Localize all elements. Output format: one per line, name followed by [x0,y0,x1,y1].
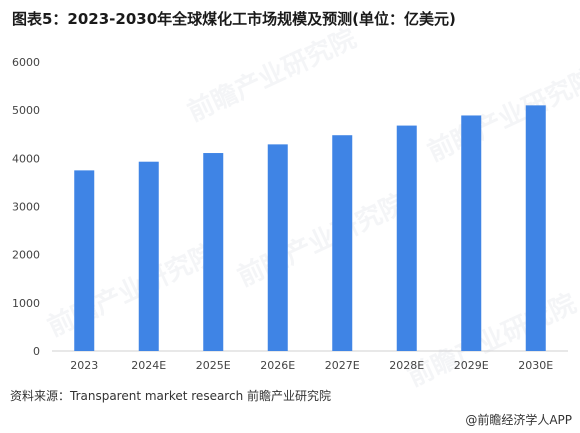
bar [203,153,224,351]
x-tick-label: 2027E [325,359,360,372]
x-tick-label: 2030E [518,359,553,372]
y-tick-label: 4000 [12,152,40,165]
x-tick-label: 2029E [454,359,489,372]
bar [267,144,288,351]
y-tick-label: 2000 [12,249,40,262]
bar [332,135,353,351]
bar [396,125,417,351]
y-tick-label: 3000 [12,201,40,214]
x-tick-label: 2028E [389,359,424,372]
bar [461,115,482,351]
x-tick-label: 2024E [131,359,166,372]
bar [74,170,95,351]
source-note: 资料来源：Transparent market research 前瞻产业研究院 [10,389,331,403]
y-tick-label: 5000 [12,104,40,117]
x-tick-label: 2025E [196,359,231,372]
chart-title: 图表5：2023-2030年全球煤化工市场规模及预测(单位：亿美元) [12,10,456,28]
y-tick-label: 1000 [12,297,40,310]
x-tick-label: 2026E [260,359,295,372]
y-tick-label: 0 [33,345,40,358]
bar [138,161,159,351]
bar [525,105,546,351]
y-tick-label: 6000 [12,56,40,69]
brand-label: @前瞻经济学人APP [465,413,572,427]
x-tick-label: 2023 [70,359,98,372]
bar-chart: 0 1000 2000 3000 4000 5000 6000 2023 2024E 2025E 2… [12,56,568,372]
